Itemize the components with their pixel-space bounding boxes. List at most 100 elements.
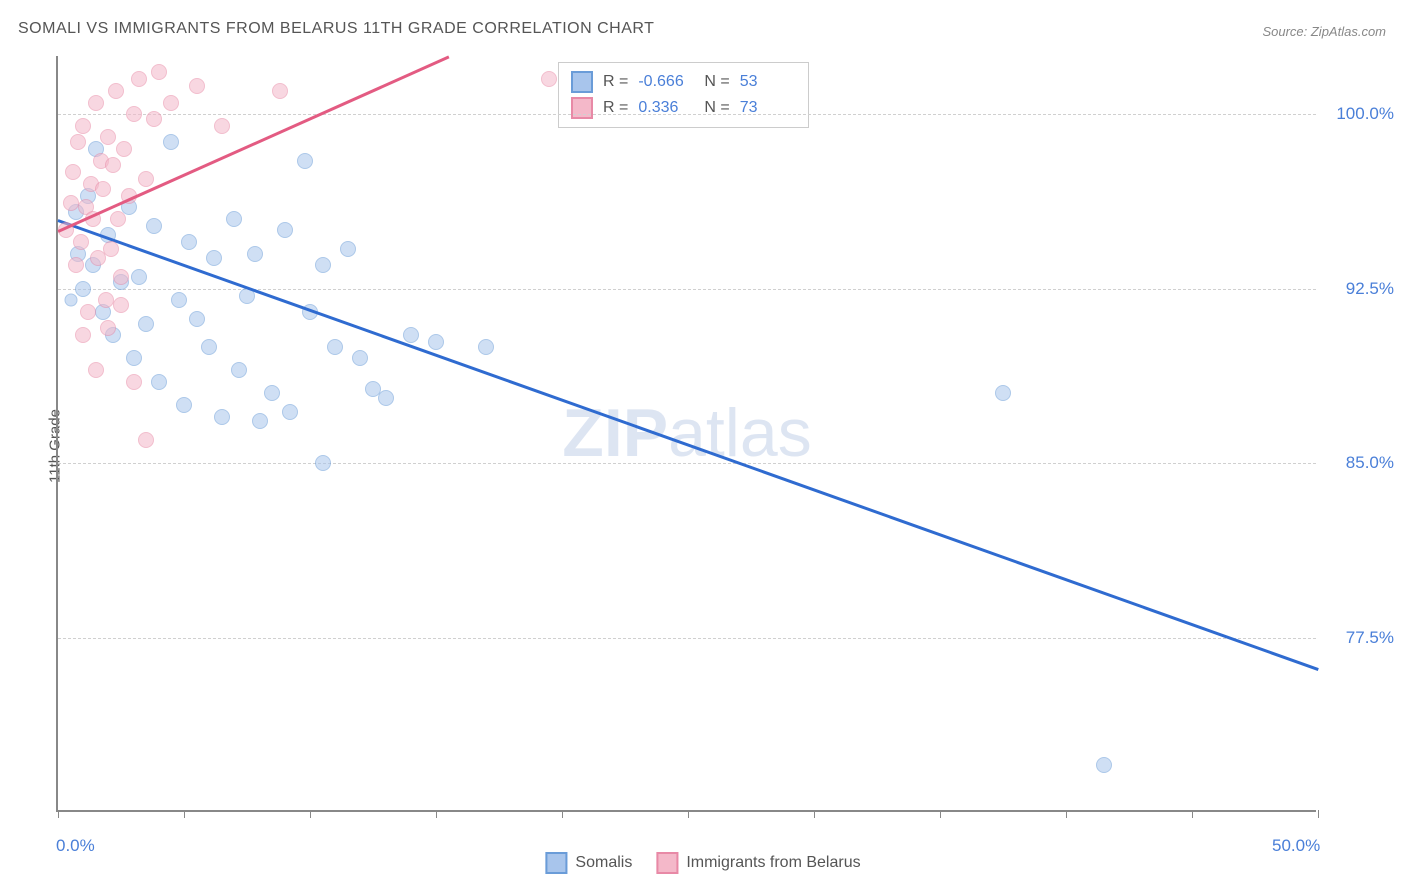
y-tick-label: 92.5%: [1346, 279, 1394, 299]
data-point: [100, 129, 116, 145]
data-point: [277, 222, 293, 238]
x-tick-mark: [1066, 810, 1067, 818]
legend-swatch: [571, 97, 593, 119]
y-tick-label: 77.5%: [1346, 628, 1394, 648]
data-point: [231, 362, 247, 378]
x-tick-mark: [688, 810, 689, 818]
data-point: [88, 95, 104, 111]
data-point: [315, 257, 331, 273]
data-point: [189, 311, 205, 327]
data-point: [541, 71, 557, 87]
data-point: [146, 218, 162, 234]
chart-title: SOMALI VS IMMIGRANTS FROM BELARUS 11TH G…: [18, 20, 654, 38]
x-tick-mark: [436, 810, 437, 818]
data-point: [176, 397, 192, 413]
data-point: [103, 241, 119, 257]
data-point: [63, 195, 79, 211]
data-point: [151, 374, 167, 390]
legend-item: Immigrants from Belarus: [656, 852, 860, 874]
legend-swatch: [656, 852, 678, 874]
x-tick-mark: [58, 810, 59, 818]
data-point: [252, 413, 268, 429]
data-point: [378, 390, 394, 406]
data-point: [151, 64, 167, 80]
data-point: [1096, 757, 1112, 773]
x-tick-label: 50.0%: [1272, 836, 1320, 856]
data-point: [113, 297, 129, 313]
n-value: 53: [740, 73, 796, 91]
legend-stats-row: R =0.336N =73: [571, 95, 796, 121]
data-point: [297, 153, 313, 169]
data-point: [352, 350, 368, 366]
data-point: [163, 95, 179, 111]
data-point: [214, 118, 230, 134]
r-value: -0.666: [638, 73, 694, 91]
data-point: [105, 157, 121, 173]
data-point: [272, 83, 288, 99]
data-point: [206, 250, 222, 266]
x-tick-mark: [814, 810, 815, 818]
r-label: R =: [603, 73, 628, 91]
data-point: [100, 320, 116, 336]
data-point: [247, 246, 263, 262]
data-point: [116, 141, 132, 157]
data-point: [171, 292, 187, 308]
plot-area: ZIPatlas R = -0.666 N = 53 R =0.336N =73: [56, 56, 1316, 812]
data-point: [80, 304, 96, 320]
data-point: [214, 409, 230, 425]
data-point: [403, 327, 419, 343]
data-point: [64, 294, 77, 307]
data-point: [189, 78, 205, 94]
gridline: [58, 463, 1316, 464]
data-point: [113, 269, 129, 285]
data-point: [75, 327, 91, 343]
data-point: [98, 292, 114, 308]
data-point: [95, 181, 111, 197]
gridline: [58, 638, 1316, 639]
legend-label: Immigrants from Belarus: [686, 854, 860, 872]
data-point: [201, 339, 217, 355]
data-point: [131, 71, 147, 87]
data-point: [108, 83, 124, 99]
data-point: [126, 350, 142, 366]
data-point: [315, 455, 331, 471]
data-point: [70, 134, 86, 150]
x-tick-mark: [562, 810, 563, 818]
data-point: [110, 211, 126, 227]
y-tick-label: 100.0%: [1336, 104, 1394, 124]
data-point: [131, 269, 147, 285]
x-tick-mark: [940, 810, 941, 818]
gridline: [58, 114, 1316, 115]
data-point: [146, 111, 162, 127]
n-label: N =: [704, 73, 729, 91]
x-tick-mark: [1318, 810, 1319, 818]
data-point: [126, 106, 142, 122]
data-point: [75, 281, 91, 297]
series-legend: SomalisImmigrants from Belarus: [545, 852, 860, 874]
data-point: [68, 257, 84, 273]
correlation-legend: R = -0.666 N = 53 R =0.336N =73: [558, 62, 809, 128]
data-point: [478, 339, 494, 355]
source-attribution: Source: ZipAtlas.com: [1262, 24, 1386, 39]
data-point: [264, 385, 280, 401]
data-point: [73, 234, 89, 250]
legend-stats-row: R = -0.666 N = 53: [571, 69, 796, 95]
x-tick-mark: [1192, 810, 1193, 818]
data-point: [181, 234, 197, 250]
data-point: [327, 339, 343, 355]
data-point: [995, 385, 1011, 401]
legend-swatch: [571, 71, 593, 93]
data-point: [282, 404, 298, 420]
x-tick-label: 0.0%: [56, 836, 95, 856]
x-tick-mark: [310, 810, 311, 818]
data-point: [126, 374, 142, 390]
data-point: [428, 334, 444, 350]
data-point: [75, 118, 91, 134]
y-tick-label: 85.0%: [1346, 453, 1394, 473]
data-point: [138, 316, 154, 332]
data-point: [226, 211, 242, 227]
data-point: [138, 432, 154, 448]
data-point: [163, 134, 179, 150]
watermark: ZIPatlas: [562, 394, 811, 472]
trend-line: [58, 219, 1319, 670]
